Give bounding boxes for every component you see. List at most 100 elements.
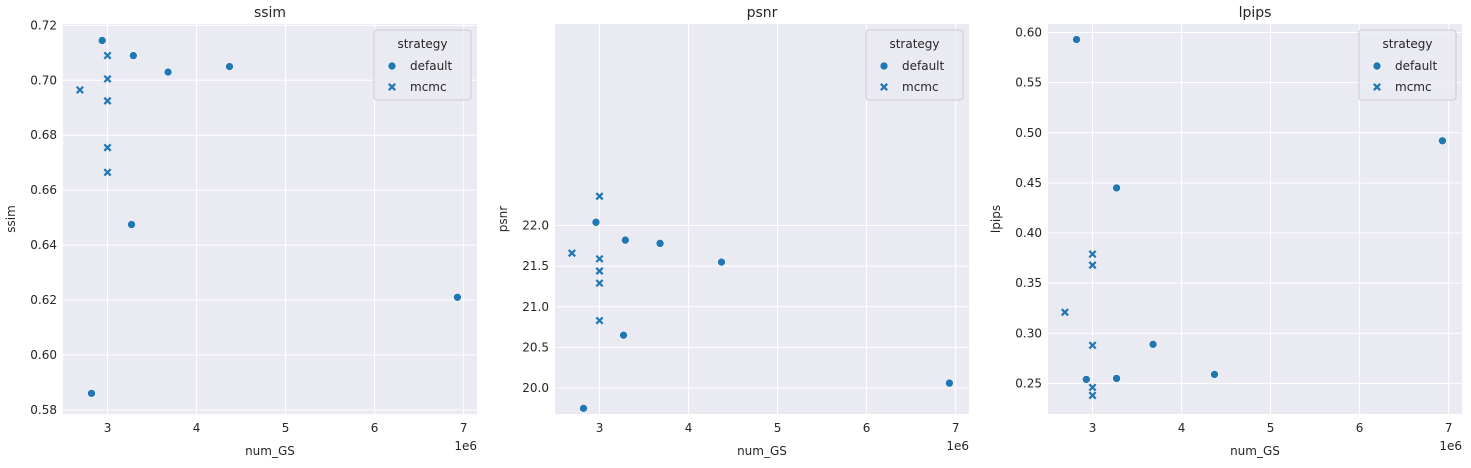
y-tick-label: 22.0	[522, 219, 549, 233]
x-axis-label: num_GS	[737, 444, 787, 458]
data-point-mcmc	[1088, 261, 1097, 270]
data-point-mcmc	[595, 267, 604, 275]
subplot-psnr: 3 4 5 6 7 20.0 20.5 21.0 21.5 22.0 psnr num_GS psnr 1…	[496, 5, 969, 458]
data-point-mcmc	[1088, 250, 1097, 259]
legend-box	[373, 29, 472, 101]
data-point-default	[621, 235, 630, 245]
y-tick-label: 0.60	[30, 348, 57, 362]
y-tick-label: 0.58	[30, 403, 57, 417]
data-point-default	[1112, 183, 1121, 193]
x-tick-label: 5	[282, 421, 290, 435]
data-point-mcmc	[1088, 383, 1097, 392]
y-tick-label: 0.40	[1015, 226, 1042, 240]
data-point-default	[717, 257, 726, 267]
data-point-default	[1112, 374, 1121, 383]
x-tick-label: 6	[863, 421, 871, 435]
data-point-default	[1438, 136, 1447, 146]
y-tick-label: 0.66	[30, 183, 57, 197]
y-tick-label: 0.30	[1015, 326, 1042, 340]
data-point-mcmc	[1088, 341, 1097, 350]
x-tick-label: 5	[774, 421, 782, 435]
data-point-mcmc	[595, 254, 604, 263]
y-tick-label: 21.0	[522, 300, 549, 314]
data-point-default	[1072, 35, 1081, 44]
x-offset-label: 1e6	[946, 439, 969, 453]
legend-title: strategy	[397, 37, 447, 51]
data-point-mcmc	[103, 168, 112, 177]
y-axis-label: psnr	[496, 206, 510, 232]
legend-label-mcmc: mcmc	[902, 80, 939, 94]
legend-box	[865, 29, 964, 101]
y-tick-label: 20.5	[522, 340, 549, 354]
legend-label-default: default	[410, 59, 453, 73]
data-point-mcmc	[103, 51, 112, 60]
legend-box	[1358, 29, 1457, 101]
x-tick-label: 7	[1445, 421, 1453, 435]
data-point-default	[127, 220, 136, 229]
x-axis-label: num_GS	[245, 444, 295, 458]
y-tick-label: 21.5	[522, 259, 549, 273]
data-point-mcmc	[595, 192, 604, 201]
data-point-default	[1081, 375, 1091, 384]
x-axis-label: num_GS	[1230, 444, 1280, 458]
data-point-mcmc	[567, 249, 576, 258]
legend-label-default: default	[902, 59, 945, 73]
y-tick-label: 0.60	[1015, 26, 1042, 40]
data-point-default	[163, 67, 173, 77]
x-tick-label: 6	[1356, 421, 1364, 435]
x-tick-label: 7	[460, 421, 468, 435]
y-tick-label: 0.35	[1015, 276, 1042, 290]
x-tick-label: 5	[1267, 421, 1275, 435]
data-point-mcmc	[595, 279, 604, 288]
x-tick-label: 3	[596, 421, 604, 435]
data-point-mcmc	[103, 143, 112, 152]
legend-marker-default	[387, 61, 397, 71]
data-point-mcmc	[1060, 308, 1069, 317]
data-point-mcmc	[103, 96, 112, 105]
legend-title: strategy	[889, 37, 939, 51]
data-point-default	[591, 217, 601, 227]
data-point-default	[87, 389, 96, 398]
legend-label-default: default	[1395, 59, 1438, 73]
subplot-ssim: 3 4 5 6 7 0.58 0.60 0.62 0.64 0.66 0.68 0.70 0.72 ssi…	[4, 5, 477, 458]
chart-title: lpips	[1239, 5, 1272, 21]
y-tick-label: 0.50	[1015, 126, 1042, 140]
legend: strategy default mcmc	[865, 29, 964, 101]
y-axis-label: lpips	[989, 205, 1003, 233]
legend-marker-mcmc	[388, 83, 396, 91]
data-point-default	[97, 36, 107, 45]
data-point-default	[619, 330, 628, 340]
y-tick-label: 0.72	[30, 18, 57, 32]
data-point-default	[579, 404, 588, 413]
legend-marker-mcmc	[880, 83, 888, 91]
x-offset-label: 1e6	[1439, 439, 1462, 453]
x-tick-label: 6	[371, 421, 379, 435]
legend-title: strategy	[1382, 37, 1432, 51]
chart-title: ssim	[254, 5, 286, 21]
data-point-default	[129, 51, 138, 60]
x-tick-label: 4	[1178, 421, 1186, 435]
y-tick-label: 0.62	[30, 293, 57, 307]
chart-title: psnr	[747, 5, 778, 21]
legend: strategy default mcmc	[1358, 29, 1457, 101]
x-tick-label: 4	[685, 421, 693, 435]
data-point-mcmc	[103, 74, 112, 83]
data-point-mcmc	[1088, 391, 1097, 400]
data-point-default	[453, 292, 462, 302]
subplot-lpips: 3 4 5 6 7 0.25 0.30 0.35 0.40 0.45 0.50 0.55 0.60 lpi…	[989, 5, 1462, 458]
x-tick-label: 4	[193, 421, 201, 435]
legend-label-mcmc: mcmc	[1395, 80, 1432, 94]
y-tick-label: 0.70	[30, 73, 57, 87]
y-tick-label: 0.45	[1015, 176, 1042, 190]
legend-label-mcmc: mcmc	[410, 80, 447, 94]
legend-marker-mcmc	[1373, 83, 1381, 91]
x-offset-label: 1e6	[454, 439, 477, 453]
x-tick-label: 7	[952, 421, 960, 435]
y-tick-label: 0.55	[1015, 76, 1042, 90]
legend-marker-default	[1372, 61, 1382, 71]
y-tick-label: 20.0	[522, 381, 549, 395]
data-point-default	[1148, 340, 1158, 349]
y-tick-label: 0.25	[1015, 376, 1042, 390]
y-axis-label: ssim	[4, 205, 18, 233]
